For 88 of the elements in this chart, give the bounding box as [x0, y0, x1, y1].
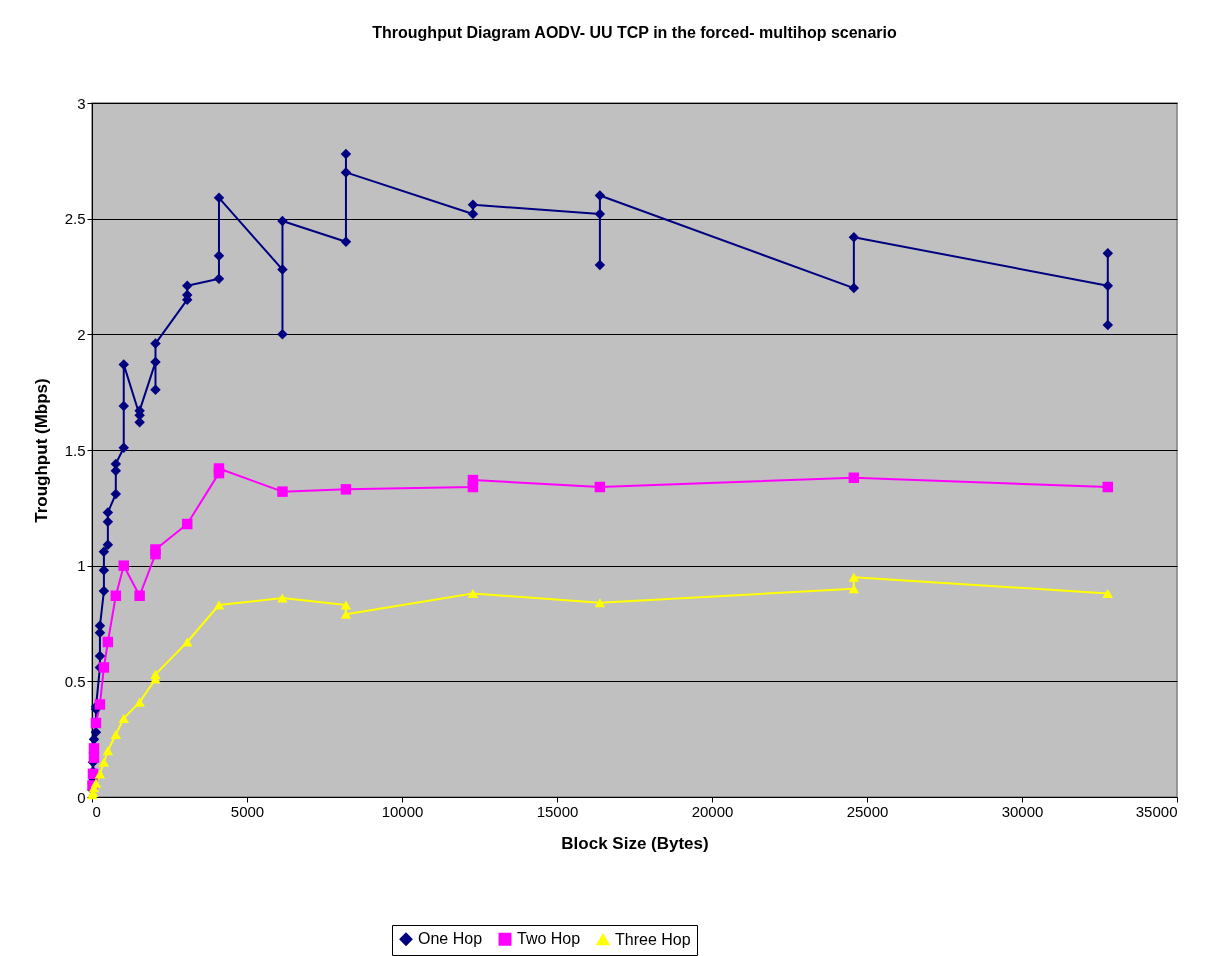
point: [102, 539, 114, 551]
legend-label: Three Hop: [615, 930, 691, 948]
point: [594, 208, 606, 220]
point: [181, 518, 193, 530]
point: [848, 584, 860, 594]
point: [594, 481, 606, 493]
point: [150, 356, 161, 368]
y-tick-label: 1: [77, 557, 86, 575]
point: [277, 215, 288, 227]
y-axis-title: Troughput (Mbps): [31, 378, 51, 523]
point: [98, 757, 110, 767]
point: [110, 590, 122, 601]
point: [181, 280, 193, 291]
point: [1102, 481, 1114, 493]
x-tick-label: 10000: [381, 802, 424, 820]
point: [213, 463, 225, 474]
point: [340, 600, 352, 610]
point: [150, 669, 161, 679]
point: [467, 208, 479, 220]
point: [277, 486, 288, 497]
point: [134, 697, 145, 707]
y-tick-label: 2: [77, 325, 86, 343]
point: [118, 713, 129, 723]
x-tick-label: 5000: [230, 802, 265, 820]
point: [118, 400, 129, 412]
point: [90, 778, 102, 788]
point: [467, 474, 479, 486]
point: [467, 588, 479, 598]
point: [110, 488, 122, 500]
chart-title: Throughput Diagram AODV- UU TCP in the forced- multihop scenario: [372, 24, 897, 41]
point: [94, 650, 106, 662]
point: [277, 593, 288, 603]
point: [594, 259, 606, 271]
point: [110, 730, 122, 740]
point: [277, 329, 288, 340]
point: [134, 590, 145, 601]
point: [340, 236, 352, 248]
point: [848, 282, 860, 294]
point: [88, 733, 100, 745]
point: [94, 699, 106, 710]
point: [150, 338, 161, 349]
legend-label: One Hop: [418, 930, 483, 948]
point: [594, 190, 606, 201]
point: [102, 746, 114, 756]
y-tick-label: 3: [77, 94, 86, 112]
point: [340, 148, 352, 160]
point: [102, 516, 114, 527]
point: [118, 442, 129, 453]
point: [134, 417, 145, 428]
x-tick-label: 0: [92, 802, 101, 820]
legend-label: Two Hop: [517, 930, 581, 948]
point: [1102, 319, 1114, 331]
point: [340, 484, 352, 495]
point: [94, 769, 106, 779]
point: [1102, 248, 1114, 259]
x-tick-label: 35000: [1135, 802, 1178, 820]
point: [1102, 588, 1114, 598]
point: [277, 264, 288, 275]
point: [118, 359, 129, 370]
point: [1102, 280, 1114, 291]
point: [213, 273, 225, 285]
point: [98, 565, 110, 576]
point: [181, 637, 193, 647]
y-tick-label: 2.5: [64, 210, 86, 228]
point: [213, 250, 225, 261]
point: [98, 662, 110, 673]
y-tick-label: 1.5: [64, 441, 86, 459]
point: [102, 636, 114, 648]
point: [90, 717, 102, 729]
point: [213, 600, 225, 610]
point: [118, 560, 129, 571]
point: [594, 598, 606, 608]
x-axis-title: Block Size (Bytes): [561, 833, 709, 853]
point: [848, 472, 860, 483]
x-tick-label: 30000: [1001, 802, 1044, 820]
point: [150, 544, 161, 555]
point: [340, 167, 352, 178]
x-tick-label: 20000: [691, 802, 734, 820]
x-tick-label: 15000: [536, 802, 579, 820]
point: [102, 507, 114, 518]
point: [98, 585, 110, 597]
point: [848, 231, 860, 243]
point: [150, 384, 161, 396]
point: [98, 546, 110, 558]
point: [848, 572, 860, 582]
x-tick-label: 25000: [846, 802, 889, 820]
y-tick-label: 0.5: [64, 672, 86, 690]
y-tick-label: 0: [77, 788, 86, 806]
